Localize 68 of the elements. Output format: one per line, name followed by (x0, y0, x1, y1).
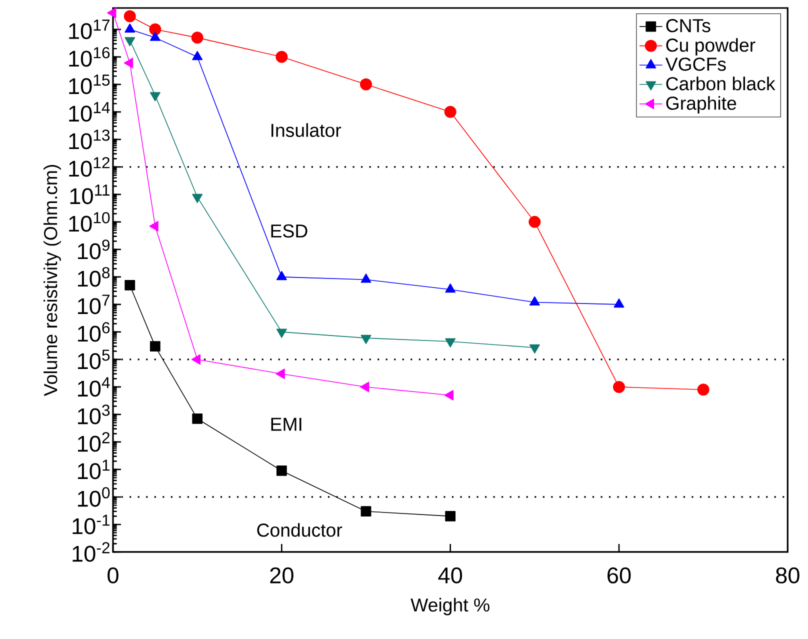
point (276, 368, 285, 380)
legend-label: Carbon black (666, 76, 776, 90)
y-tick-label: 10$^{8}$ (78, 267, 110, 287)
point (150, 32, 160, 41)
point (150, 341, 160, 352)
point (276, 328, 287, 338)
point (149, 23, 162, 36)
point (444, 106, 456, 118)
y-tick-label: 10$^{2}$ (78, 432, 110, 452)
point (124, 23, 136, 33)
x-tick-label: 20 (270, 567, 294, 584)
y-tick-label: 10$^{13}$ (69, 130, 110, 150)
y-tick-label: 10$^{0}$ (78, 487, 110, 507)
point (529, 296, 540, 306)
point (360, 78, 372, 90)
y-tick-label: 10$^{6}$ (78, 322, 110, 342)
y-tick-label: 10$^{16}$ (69, 47, 110, 67)
point (360, 382, 370, 392)
x-tick-label: 40 (438, 567, 462, 584)
legend-label: VGCFs (665, 58, 726, 71)
point (445, 511, 456, 522)
annotation: Insulator (271, 123, 342, 137)
y-tick-label: 10$^{14}$ (69, 102, 110, 122)
legend-label: Graphite (666, 96, 736, 114)
point (192, 414, 203, 424)
point (149, 220, 158, 232)
point (276, 50, 288, 63)
point (124, 280, 136, 290)
annotation: ESD (271, 224, 308, 238)
annotation: EMI (271, 418, 302, 431)
point (276, 270, 287, 280)
point (191, 354, 201, 365)
y-tick-label: 10$^{10}$ (69, 212, 110, 232)
point (528, 216, 541, 228)
point (192, 50, 203, 60)
y-tick-label: 10$^{15}$ (69, 74, 110, 94)
y-tick-label: 10$^{5}$ (78, 350, 110, 370)
y-axis-title: Volume resistivity (Ohm.cm) (44, 165, 61, 396)
y-tick-label: 10$^{7}$ (78, 294, 110, 314)
y-tick-label: 10$^{1}$ (78, 460, 110, 480)
y-tick-label: 10$^{11}$ (70, 184, 110, 204)
legend-label: Cu powder (666, 38, 756, 56)
y-tick-label: 10$^{17}$ (69, 20, 110, 40)
annotation: Conductor (257, 523, 342, 537)
point (107, 8, 116, 18)
x-tick-label: 80 (776, 567, 800, 584)
x-tick-label: 60 (608, 567, 631, 584)
y-tick-label: 10$^{4}$ (78, 377, 110, 397)
point (445, 283, 456, 293)
y-tick-label: 10$^{-1}$ (72, 514, 110, 534)
y-tick-label: 10$^{3}$ (78, 404, 110, 424)
point (614, 298, 624, 308)
x-tick-label: 0 (108, 567, 118, 584)
x-axis-title: Weight % (410, 598, 490, 616)
point (124, 58, 134, 68)
y-tick-label: 10$^{12}$ (69, 157, 110, 177)
point (276, 466, 287, 476)
y-tick-label: 10$^{-2}$ (72, 542, 110, 562)
point (124, 10, 136, 22)
point (444, 390, 454, 400)
point (191, 32, 204, 44)
point (360, 274, 372, 283)
point (445, 338, 456, 348)
point (697, 384, 710, 396)
legend-label: CNTs (666, 19, 710, 32)
point (612, 380, 625, 393)
point (360, 506, 372, 517)
y-tick-label: 10$^{9}$ (78, 240, 110, 260)
